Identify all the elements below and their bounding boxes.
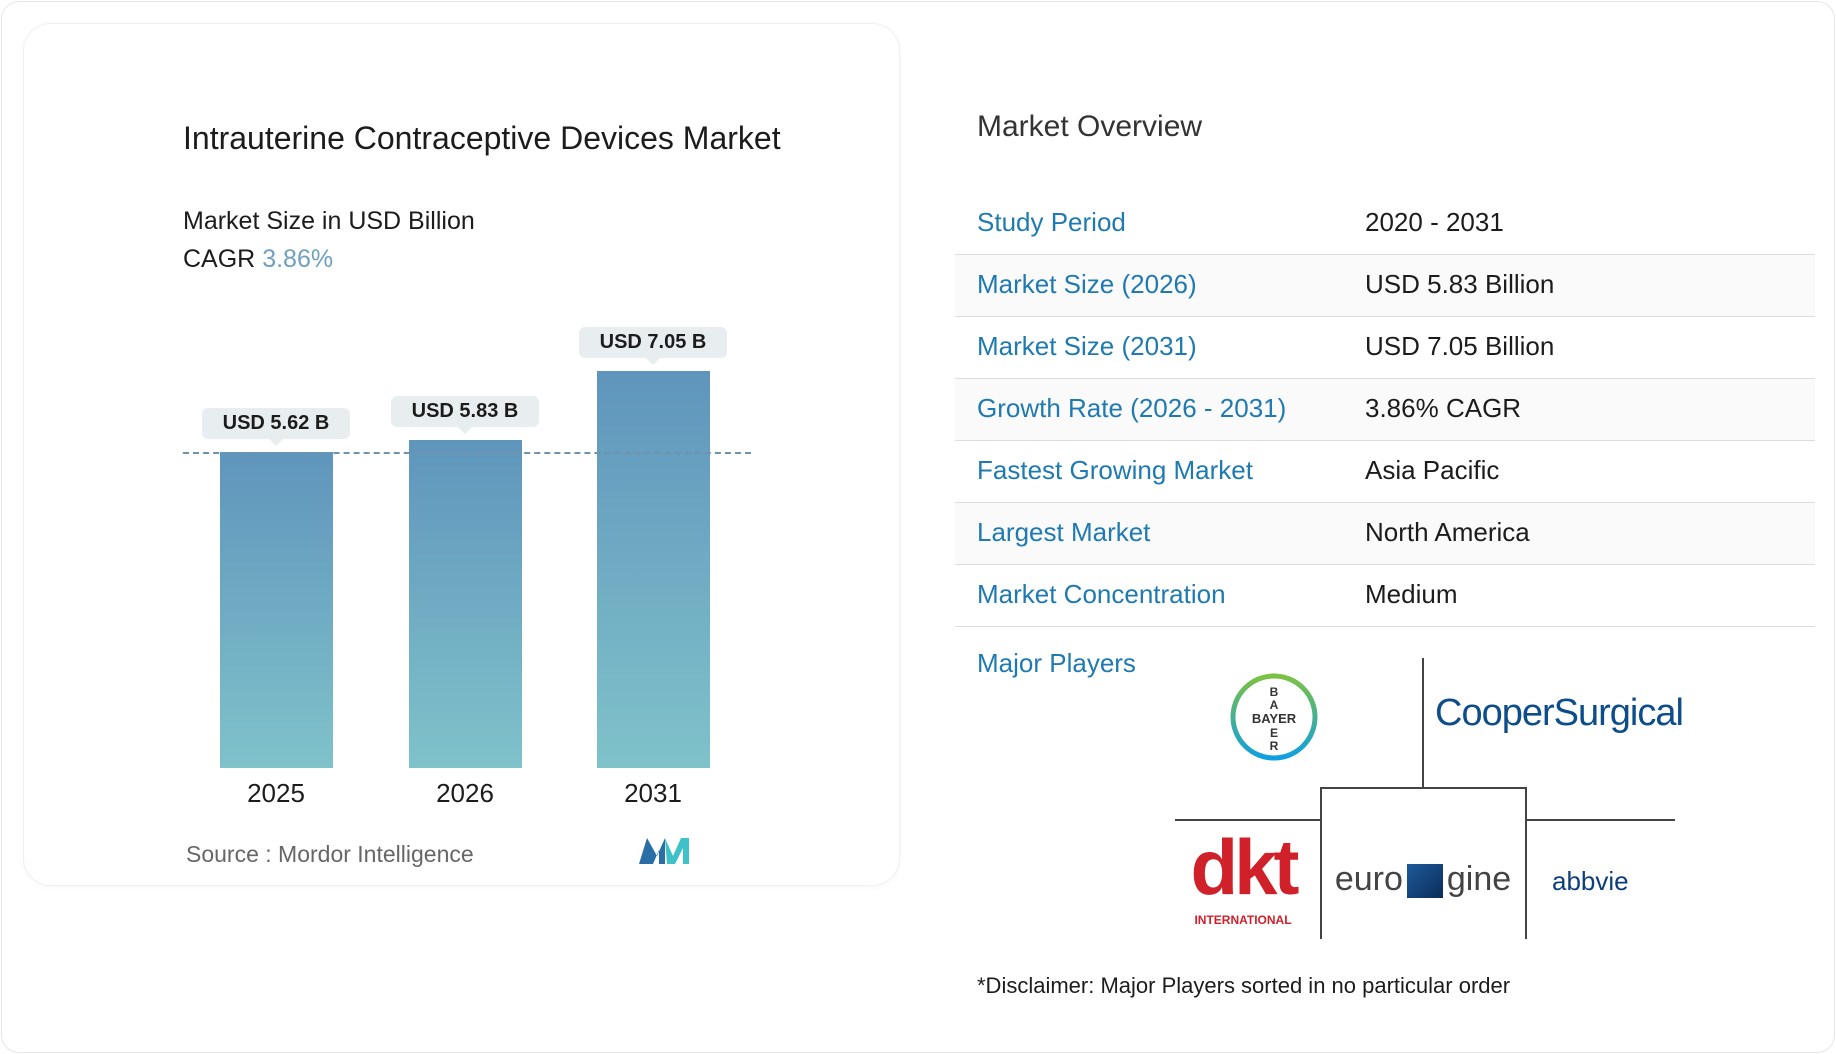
source: Source : Mordor Intelligence <box>186 841 474 867</box>
abbvie-logo: abbvie <box>1552 866 1629 896</box>
divider <box>1175 819 1320 821</box>
row-key: Growth Rate (2026 - 2031) <box>977 393 1287 423</box>
row-value: USD 7.05 Billion <box>1365 331 1555 361</box>
row-value: 2020 - 2031 <box>1365 207 1504 237</box>
row-key: Market Concentration <box>977 579 1226 609</box>
dkt-logo: dkt INTERNATIONAL <box>1190 823 1300 927</box>
data-label: USD 5.83 B <box>391 395 539 434</box>
bar-2025 <box>220 451 333 768</box>
x-tick-label: 2031 <box>624 778 682 808</box>
divider <box>1525 819 1675 821</box>
svg-text:B: B <box>1270 685 1279 699</box>
row-value: Medium <box>1365 579 1458 609</box>
svg-text:R: R <box>1270 739 1279 753</box>
row-value: Asia Pacific <box>1365 455 1500 485</box>
row-key: Study Period <box>977 207 1126 237</box>
chart-title: Intrauterine Contraceptive Devices Marke… <box>183 120 781 156</box>
row-key: Market Size (2026) <box>977 269 1197 299</box>
chart-subtitle: Market Size in USD Billion <box>183 207 475 235</box>
cagr-value: 3.86% <box>262 245 334 273</box>
data-label: USD 7.05 B <box>579 327 727 366</box>
row-key: Market Size (2031) <box>977 331 1197 361</box>
row-value: USD 5.83 Billion <box>1365 269 1555 299</box>
major-players-label: Major Players <box>977 648 1136 678</box>
overview-row: Study Period 2020 - 2031 <box>955 193 1815 255</box>
eurogine-logo: euro gine <box>1334 860 1512 899</box>
x-tick-label: 2026 <box>436 778 494 808</box>
row-value: North America <box>1365 517 1530 547</box>
row-key: Largest Market <box>977 517 1151 547</box>
overview-row: Largest Market North America <box>955 503 1815 565</box>
overview-row: Market Concentration Medium <box>955 565 1815 627</box>
bar-2026 <box>409 439 522 768</box>
divider <box>1422 658 1424 787</box>
mordor-logo <box>639 838 689 864</box>
overview-row: Market Size (2031) USD 7.05 Billion <box>955 317 1815 379</box>
svg-text:A: A <box>1270 698 1279 712</box>
x-tick-label: 2025 <box>247 778 305 808</box>
svg-text:BAYER: BAYER <box>1252 711 1297 726</box>
overview-row: Fastest Growing Market Asia Pacific <box>955 441 1815 503</box>
coopersurgical-logo: CooperSurgical <box>1435 692 1684 734</box>
overview-title: Market Overview <box>977 110 1203 143</box>
reference-line <box>183 451 751 454</box>
cagr: CAGR 3.86% <box>183 245 333 274</box>
bayer-logo: B A BAYER E R <box>1230 673 1318 761</box>
data-label: USD 5.62 B <box>202 407 350 446</box>
chart-card <box>23 23 900 886</box>
row-key: Fastest Growing Market <box>977 455 1253 485</box>
overview-row: Growth Rate (2026 - 2031) 3.86% CAGR <box>955 379 1815 441</box>
disclaimer: *Disclaimer: Major Players sorted in no … <box>977 973 1511 998</box>
bar-2031 <box>597 371 710 768</box>
cagr-label: CAGR <box>183 245 256 273</box>
overview-row: Market Size (2026) USD 5.83 Billion <box>955 255 1815 317</box>
svg-text:E: E <box>1270 726 1278 740</box>
divider-box <box>1320 787 1527 939</box>
row-value: 3.86% CAGR <box>1365 393 1522 423</box>
